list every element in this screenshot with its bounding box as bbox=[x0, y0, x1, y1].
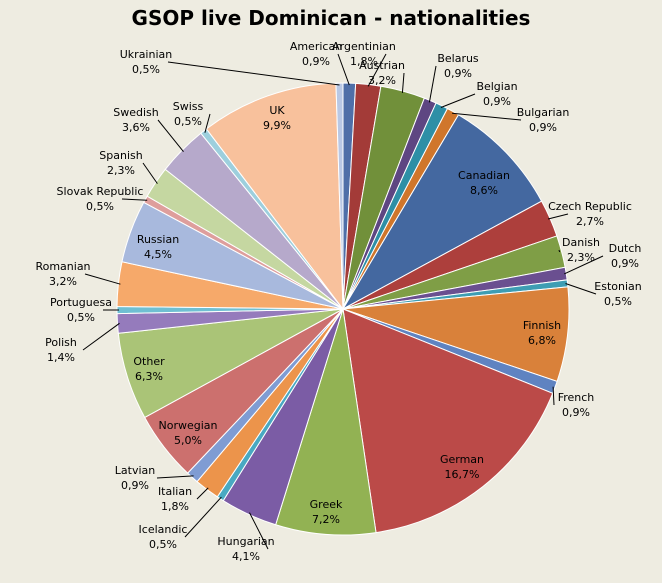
slice-label: Estonian bbox=[594, 280, 641, 293]
slice-value-label: 2,7% bbox=[576, 215, 604, 228]
pie-slice-german bbox=[342, 308, 554, 534]
slice-label: Hungarian bbox=[217, 535, 274, 548]
slice-value-label: 6,3% bbox=[135, 370, 163, 383]
slice-value-label: 5,0% bbox=[174, 434, 202, 447]
pie-slice-ukrainian bbox=[335, 82, 344, 310]
slice-value-label: 0,5% bbox=[86, 200, 114, 213]
slice-value-label: 1,8% bbox=[350, 55, 378, 68]
slice-value-label: 1,8% bbox=[161, 500, 189, 513]
slice-value-label: 0,5% bbox=[132, 63, 160, 76]
leader-line bbox=[552, 386, 555, 406]
slice-value-label: 4,5% bbox=[144, 248, 172, 261]
slice-label: Belarus bbox=[437, 52, 479, 65]
slice-label: Finnish bbox=[523, 319, 561, 332]
slice-label: Spanish bbox=[99, 149, 142, 162]
slice-label: Italian bbox=[158, 485, 192, 498]
slice-label: Swedish bbox=[113, 106, 159, 119]
slice-label: German bbox=[440, 453, 484, 466]
slice-label: Canadian bbox=[458, 169, 510, 182]
slice-label: Dutch bbox=[609, 242, 642, 255]
slice-value-label: 1,4% bbox=[47, 351, 75, 364]
slice-value-label: 0,9% bbox=[302, 55, 330, 68]
slice-value-label: 7,2% bbox=[312, 513, 340, 526]
pie-slice-greek bbox=[275, 308, 377, 536]
slice-value-label: 3,2% bbox=[368, 74, 396, 87]
slice-value-label: 2,3% bbox=[567, 251, 595, 264]
slice-label: Swiss bbox=[173, 100, 204, 113]
pie-slice-canadian bbox=[341, 114, 543, 311]
leader-line bbox=[142, 162, 158, 184]
slice-value-label: 0,9% bbox=[611, 257, 639, 270]
leader-line bbox=[428, 65, 437, 103]
slice-value-label: 0,9% bbox=[529, 121, 557, 134]
slice-label: Romanian bbox=[35, 260, 90, 273]
slice-label: Russian bbox=[137, 233, 179, 246]
leader-line bbox=[204, 113, 211, 133]
slice-label: Polish bbox=[45, 336, 77, 349]
leader-line bbox=[184, 496, 222, 538]
slice-label: Icelandic bbox=[139, 523, 188, 536]
slice-value-label: 9,9% bbox=[263, 119, 291, 132]
slice-value-label: 0,9% bbox=[483, 95, 511, 108]
leader-line bbox=[167, 61, 340, 86]
slice-value-label: 8,6% bbox=[470, 184, 498, 197]
leader-line bbox=[84, 273, 121, 285]
slice-value-label: 4,1% bbox=[232, 550, 260, 563]
leader-line bbox=[440, 93, 476, 108]
slice-label: Portuguesa bbox=[50, 296, 112, 309]
slice-label: Czech Republic bbox=[548, 200, 632, 213]
leader-line bbox=[563, 255, 604, 275]
slice-label: Argentinian bbox=[332, 40, 396, 53]
leader-line bbox=[156, 475, 194, 479]
slice-label: UK bbox=[269, 104, 285, 117]
leader-line bbox=[367, 53, 387, 87]
slice-value-label: 0,5% bbox=[67, 311, 95, 324]
slice-label: Belgian bbox=[476, 80, 517, 93]
leader-line bbox=[196, 487, 209, 500]
leader-line bbox=[401, 72, 405, 94]
leader-line bbox=[337, 53, 350, 86]
chart-title: GSOP live Dominican - nationalities bbox=[131, 6, 531, 30]
slice-value-label: 0,5% bbox=[604, 295, 632, 308]
slice-label: American bbox=[290, 40, 342, 53]
leader-line bbox=[249, 512, 269, 550]
slice-value-label: 3,6% bbox=[122, 121, 150, 134]
slice-value-label: 0,5% bbox=[149, 538, 177, 551]
slice-label: Ukrainian bbox=[120, 48, 173, 61]
slice-label: Other bbox=[133, 355, 165, 368]
slice-value-label: 0,5% bbox=[174, 115, 202, 128]
slice-label: Danish bbox=[562, 236, 600, 249]
slice-label: Norwegian bbox=[159, 419, 218, 432]
slice-value-label: 0,9% bbox=[121, 479, 149, 492]
leader-line bbox=[157, 119, 184, 153]
slice-value-label: 6,8% bbox=[528, 334, 556, 347]
leader-line bbox=[82, 322, 120, 351]
slice-value-label: 16,7% bbox=[445, 468, 480, 481]
slice-label: Latvian bbox=[115, 464, 155, 477]
leader-line bbox=[452, 112, 522, 121]
slice-label: Greek bbox=[310, 498, 343, 511]
slice-label: French bbox=[558, 391, 595, 404]
slice-label: Slovak Republic bbox=[57, 185, 144, 198]
leader-line bbox=[547, 213, 569, 220]
slice-label: Bulgarian bbox=[517, 106, 570, 119]
slice-label: Austrian bbox=[359, 59, 405, 72]
slice-value-label: 0,9% bbox=[562, 406, 590, 419]
slice-value-label: 2,3% bbox=[107, 164, 135, 177]
slice-value-label: 0,9% bbox=[444, 67, 472, 80]
leader-line bbox=[558, 249, 561, 253]
leader-line bbox=[565, 283, 597, 295]
slice-value-label: 3,2% bbox=[49, 275, 77, 288]
leader-line bbox=[121, 198, 148, 201]
